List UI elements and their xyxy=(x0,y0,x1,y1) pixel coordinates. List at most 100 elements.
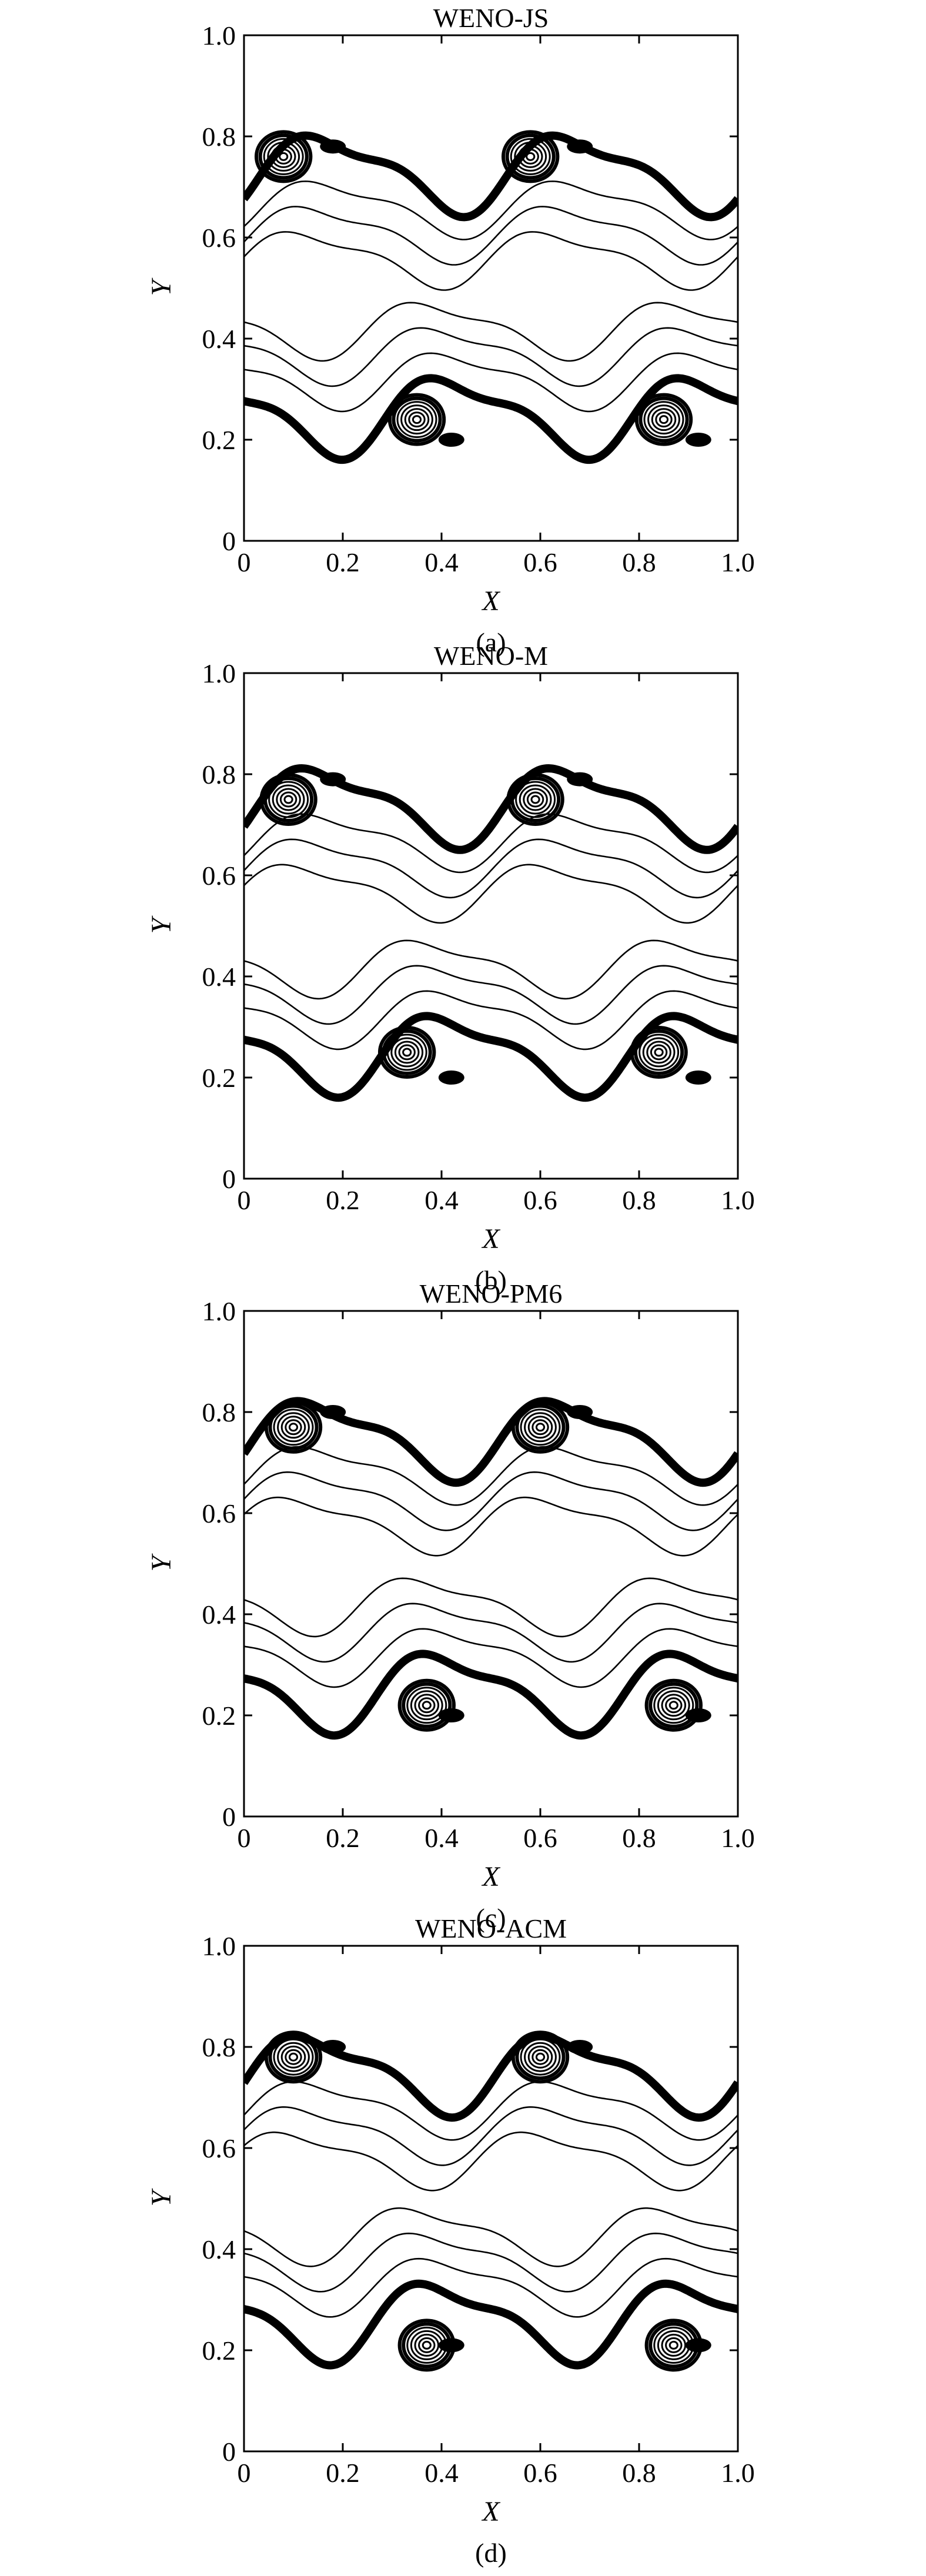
x-axis-label: X xyxy=(481,1223,500,1254)
vortex-ring xyxy=(510,777,561,822)
vortex-ring xyxy=(414,1694,440,1717)
vortex xyxy=(259,773,317,826)
lower-contour-line xyxy=(244,302,738,362)
vortex-ring xyxy=(255,130,313,183)
vortex-ring xyxy=(514,141,547,172)
vortex-ring xyxy=(402,2322,452,2368)
vortex-ring xyxy=(272,784,305,815)
vortex-ring xyxy=(524,1412,557,1443)
vortex-ring xyxy=(288,1423,299,1432)
vortex-ring xyxy=(634,1029,684,1075)
vortex-ring xyxy=(387,393,446,446)
upper-contour-line xyxy=(244,1496,738,1557)
lower-interface-line xyxy=(244,1012,738,1102)
vortex-ring xyxy=(535,1423,546,1432)
vortex-ring xyxy=(402,1682,452,1728)
y-tick-label: 1.0 xyxy=(202,1931,236,1961)
contour-panel-2: WENO-M 0 0.2 0.4 0.6 0.8 1.0 0 0.2 0.4 0.6 0.8 1.0 X Y… xyxy=(146,641,755,1295)
vortex-ring xyxy=(418,1697,436,1714)
small-eddy xyxy=(567,2040,593,2054)
panel-title: WENO-ACM xyxy=(415,1913,567,1943)
vortex-ring xyxy=(268,781,309,818)
upper-interface-line xyxy=(244,131,738,222)
vortex-ring xyxy=(520,1409,561,1446)
vortex xyxy=(378,1026,436,1079)
x-axis-label: X xyxy=(481,586,500,617)
plot-frame xyxy=(243,1310,739,1818)
contour-panel-1: WENO-JS 0 0.2 0.4 0.6 0.8 1.0 0 0.2 0.4 0.6 0.8 1.0 X… xyxy=(146,3,755,657)
vortex-ring xyxy=(638,1033,680,1071)
y-tick-label: 0.6 xyxy=(202,2133,236,2163)
vortex-ring xyxy=(402,1048,412,1057)
upper-contour-line xyxy=(244,2131,738,2192)
vortex-ring xyxy=(510,138,551,175)
vortex-ring xyxy=(511,1400,570,1454)
x-tick-label: 1.0 xyxy=(721,2458,755,2488)
vortex-ring xyxy=(651,408,677,431)
vortex-ring xyxy=(630,1026,688,1079)
panel-label: (d) xyxy=(475,2538,507,2568)
vortex xyxy=(630,1026,688,1079)
vortex xyxy=(255,130,313,183)
vortex-ring xyxy=(258,133,309,180)
upper-contour-line xyxy=(244,838,738,899)
upper-contour-line xyxy=(244,1446,738,1506)
y-axis-label: Y xyxy=(146,277,177,296)
panel-label: (a) xyxy=(476,627,506,657)
x-axis-label: X xyxy=(481,2496,500,2527)
vortex-ring xyxy=(650,1044,668,1060)
vortex-ring xyxy=(277,1412,310,1443)
vortex-ring xyxy=(397,2319,456,2372)
y-tick-label: 0.6 xyxy=(202,223,236,253)
upper-contour-line xyxy=(244,2106,738,2166)
y-tick-label: 0.4 xyxy=(202,324,236,354)
lower-contour-line xyxy=(244,327,738,387)
y-tick-label: 0 xyxy=(222,526,236,556)
small-eddy xyxy=(438,1070,464,1085)
y-tick-label: 0.2 xyxy=(202,2336,236,2366)
vortex-ring xyxy=(634,393,693,446)
vortex-ring xyxy=(408,412,426,428)
lower-contour-line xyxy=(244,2257,738,2318)
x-tick-label: 0.8 xyxy=(622,1823,656,1853)
small-eddy xyxy=(320,1405,346,1419)
y-tick-label: 1.0 xyxy=(202,658,236,688)
vortex-ring xyxy=(270,145,296,168)
y-tick-label: 0.2 xyxy=(202,1063,236,1093)
x-tick-label: 0 xyxy=(238,2458,251,2488)
lower-contour-line xyxy=(244,939,738,1000)
x-tick-label: 0.6 xyxy=(523,547,557,577)
lower-contour-line xyxy=(244,965,738,1025)
vortex-ring xyxy=(414,2333,440,2357)
vortex-ring xyxy=(665,2337,683,2353)
x-tick-label: 0.6 xyxy=(523,1823,557,1853)
vortex-ring xyxy=(644,1678,703,1732)
y-tick-label: 0.6 xyxy=(202,861,236,891)
vortex-ring xyxy=(279,791,297,808)
vortex-ring xyxy=(406,1687,447,1724)
vortex-ring xyxy=(648,1682,699,1728)
vortex-ring xyxy=(531,1419,549,1436)
small-eddy xyxy=(567,139,593,154)
upper-contour-line xyxy=(244,180,738,240)
lower-contour-line xyxy=(244,1628,738,1688)
lower-contour-line xyxy=(244,2232,738,2293)
contour-panel-3: WENO-PM6 0 0.2 0.4 0.6 0.8 1.0 0 0.2 0.4 0.6 0.8 1.0… xyxy=(146,1279,755,1933)
vortex-ring xyxy=(410,1690,443,1721)
upper-contour-line xyxy=(244,813,738,874)
x-tick-label: 0.2 xyxy=(326,1823,360,1853)
x-tick-label: 0.4 xyxy=(424,547,459,577)
x-tick-label: 0.8 xyxy=(622,547,656,577)
upper-contour-line xyxy=(244,1471,738,1531)
vortex-ring xyxy=(647,404,680,435)
y-tick-label: 0.8 xyxy=(202,1397,236,1427)
lower-contour-line xyxy=(244,1577,738,1638)
vortex-ring xyxy=(644,2319,703,2372)
x-tick-label: 0.4 xyxy=(424,2458,459,2488)
x-axis-label: X xyxy=(481,1861,500,1892)
vortex-ring xyxy=(259,773,317,826)
small-eddy xyxy=(320,2040,346,2054)
vortex-ring xyxy=(657,2330,690,2360)
vortex-ring xyxy=(519,784,552,815)
vortex-ring xyxy=(530,795,540,804)
